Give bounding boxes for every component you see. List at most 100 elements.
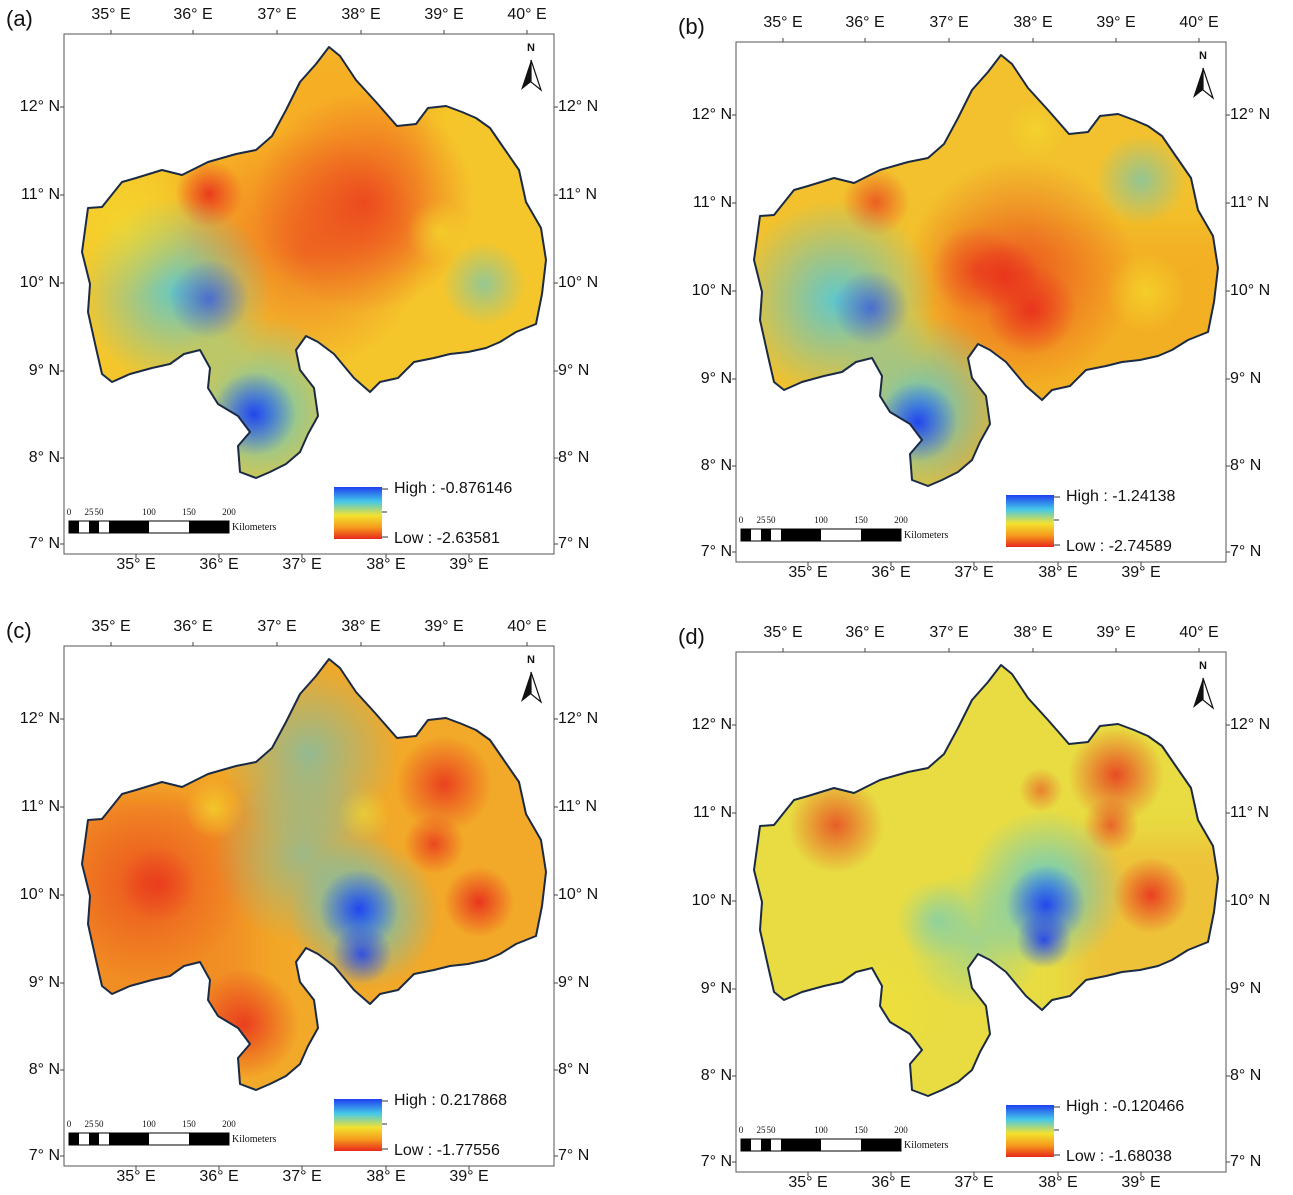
lon-tick-label-bottom: 35° E	[116, 556, 156, 573]
lat-tick-label-right: 12° N	[558, 98, 599, 115]
lat-tick-label-left: 8° N	[28, 449, 60, 466]
lon-tick-label-bottom: 38° E	[366, 556, 406, 573]
scale-bar-tick-label: 50	[94, 1119, 104, 1129]
scale-bar	[740, 528, 902, 542]
panel-label: (d)	[678, 624, 705, 649]
scale-bar-tick-label: 150	[854, 1125, 868, 1135]
legend-low-label: Low : -1.77556	[394, 1142, 500, 1159]
lat-tick-label-left: 7° N	[28, 1147, 60, 1164]
hotspot	[404, 814, 464, 874]
hotspot	[444, 867, 514, 937]
lat-tick-label-right: 10° N	[558, 886, 599, 903]
lat-tick-label-right: 11° N	[558, 798, 598, 815]
lon-tick-label-top: 35° E	[91, 6, 131, 23]
north-arrow-icon	[1193, 677, 1215, 710]
north-arrow-label: N	[527, 42, 535, 54]
legend-color-ramp	[334, 1099, 382, 1151]
scale-bar-tick-label: 200	[222, 1119, 236, 1129]
lon-tick-label-top: 39° E	[1096, 624, 1136, 641]
scale-bar-tick-label: 50	[766, 515, 776, 525]
hotspot	[184, 779, 244, 839]
lat-tick-label-right: 12° N	[558, 710, 599, 727]
scale-bar-tick-label: 100	[814, 515, 828, 525]
lat-tick-label-left: 11° N	[692, 194, 732, 211]
lat-tick-label-right: 10° N	[1230, 892, 1271, 909]
lat-tick-label-right: 11° N	[558, 186, 598, 203]
lat-tick-label-right: 7° N	[1230, 543, 1262, 560]
lon-tick-label-top: 38° E	[341, 618, 381, 635]
scale-bar	[68, 1132, 230, 1146]
lon-tick-label-bottom: 38° E	[1038, 564, 1078, 581]
scale-bar-unit: Kilometers	[904, 1140, 949, 1151]
hotspot	[1006, 100, 1066, 160]
lat-tick-label-right: 10° N	[558, 274, 599, 291]
lon-tick-label-bottom: 36° E	[199, 1168, 239, 1185]
lat-tick-label-left: 12° N	[19, 710, 60, 727]
legend-high-label: High : -1.24138	[1066, 488, 1176, 505]
hotspot	[396, 736, 492, 832]
scale-bar-tick-label: 25	[84, 1119, 94, 1129]
lon-tick-label-bottom: 36° E	[871, 564, 911, 581]
lat-tick-label-left: 9° N	[28, 362, 60, 379]
lat-tick-label-right: 8° N	[1230, 1067, 1262, 1084]
lon-tick-label-top: 35° E	[763, 14, 803, 31]
lon-tick-label-bottom: 35° E	[116, 1168, 156, 1185]
lat-tick-label-left: 10° N	[691, 892, 732, 909]
hotspot	[1016, 912, 1072, 968]
lat-tick-label-left: 12° N	[19, 98, 60, 115]
lon-tick-label-bottom: 39° E	[449, 1168, 489, 1185]
north-arrow-icon	[521, 671, 543, 704]
lon-tick-label-top: 36° E	[173, 6, 213, 23]
scale-bar-tick-label: 100	[814, 1125, 828, 1135]
map-panel-d: (d) 35° E 36° E 37° E 38° E 39° E 40° E 35° E 36…	[676, 620, 1293, 1195]
lat-tick-label-left: 12° N	[691, 106, 732, 123]
hotspot	[1019, 768, 1063, 812]
scale-bar-tick-label: 100	[142, 507, 156, 517]
lon-tick-label-bottom: 35° E	[788, 564, 828, 581]
north-arrow-label: N	[1199, 660, 1207, 672]
lon-tick-label-bottom: 38° E	[366, 1168, 406, 1185]
lon-tick-label-top: 37° E	[257, 6, 297, 23]
map-figure	[60, 30, 558, 558]
lon-tick-label-top: 36° E	[845, 624, 885, 641]
panel-label: (c)	[6, 618, 32, 643]
region-boundary	[753, 664, 1219, 1097]
lat-tick-label-left: 8° N	[700, 1067, 732, 1084]
hotspot	[442, 242, 526, 326]
hotspot	[338, 788, 390, 840]
lon-tick-label-top: 40° E	[507, 6, 547, 23]
scale-bar-tick-label: 25	[84, 507, 94, 517]
lon-tick-label-bottom: 38° E	[1038, 1174, 1078, 1191]
region-boundary	[81, 658, 547, 1091]
north-arrow-label: N	[1199, 50, 1207, 62]
lon-tick-label-top: 39° E	[1096, 14, 1136, 31]
region-boundary	[81, 46, 547, 479]
hotspot	[1068, 727, 1164, 823]
scale-bar-tick-label: 0	[66, 1119, 72, 1129]
lat-tick-label-left: 10° N	[691, 282, 732, 299]
map-figure	[732, 38, 1230, 566]
lat-tick-label-right: 7° N	[558, 1147, 590, 1164]
lat-tick-label-right: 9° N	[558, 974, 590, 991]
lat-tick-label-left: 12° N	[691, 716, 732, 733]
panel-label: (b)	[678, 14, 705, 39]
lat-tick-label-right: 12° N	[1230, 716, 1271, 733]
lat-tick-label-left: 11° N	[20, 186, 60, 203]
lon-tick-label-bottom: 37° E	[282, 556, 322, 573]
region-boundary	[753, 54, 1219, 487]
lat-tick-label-left: 10° N	[19, 274, 60, 291]
hotspot	[1113, 857, 1189, 933]
lon-tick-label-top: 36° E	[845, 14, 885, 31]
map-panel-c: (c) 35° E 36° E 37° E 38° E 39° E 40° E 35° E 36…	[4, 614, 624, 1189]
lat-tick-label-right: 8° N	[558, 1061, 590, 1078]
scale-bar	[740, 1138, 902, 1152]
legend-high-label: High : -0.876146	[394, 480, 513, 497]
lon-tick-label-top: 35° E	[91, 618, 131, 635]
scale-bar-tick-label: 50	[766, 1125, 776, 1135]
hotspot	[319, 869, 399, 949]
hotspot	[332, 924, 392, 984]
lat-tick-label-left: 7° N	[28, 535, 60, 552]
map-figure	[60, 642, 558, 1170]
lat-tick-label-left: 8° N	[28, 1061, 60, 1078]
scale-bar-tick-label: 0	[738, 1125, 744, 1135]
